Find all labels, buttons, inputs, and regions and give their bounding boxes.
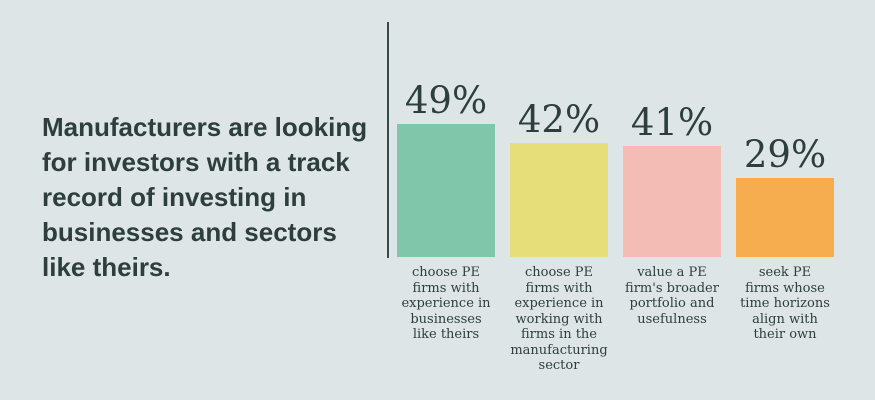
- headline: Manufacturers are looking for investors …: [42, 112, 368, 282]
- value-label-4: 29%: [743, 133, 827, 177]
- y-axis-line: [387, 22, 389, 258]
- value-label-3: 41%: [630, 100, 714, 144]
- category-label-3: value a PE firm's broader portfolio and …: [625, 265, 719, 327]
- bar-2: [510, 143, 608, 257]
- bar-3: [623, 145, 721, 257]
- value-label-1: 49%: [404, 79, 488, 122]
- category-label-4: seek PE firms whose time horizons align …: [740, 265, 830, 342]
- bar-1: [397, 124, 495, 257]
- category-label-1: choose PE firms with experience in busin…: [401, 265, 491, 342]
- category-label-2: choose PE firms with experience in worki…: [510, 265, 608, 373]
- value-label-2: 42%: [517, 98, 601, 141]
- bar-4: [736, 178, 834, 257]
